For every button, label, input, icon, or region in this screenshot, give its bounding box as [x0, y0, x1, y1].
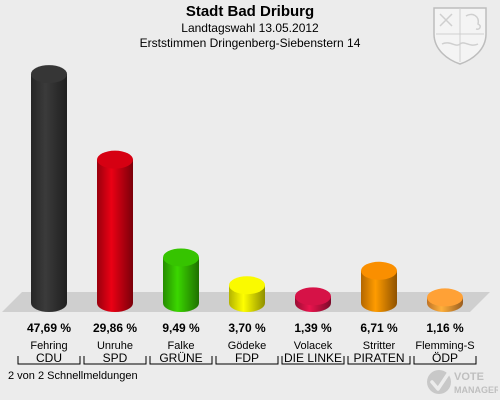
bar-top: [229, 276, 265, 295]
vote-manager-logo: VOTE MANAGER: [427, 370, 498, 395]
vote-manager-check-icon: [427, 370, 451, 394]
election-date-line: Landtagswahl 13.05.2012: [181, 21, 319, 35]
candidate-label: Unruhe: [97, 340, 133, 352]
value-label: 6,71 %: [360, 321, 398, 335]
value-label: 1,39 %: [294, 321, 332, 335]
bar-piraten: [361, 270, 397, 312]
party-label: ÖDP: [432, 351, 458, 365]
category-tick: [347, 356, 411, 365]
bar-top: [97, 150, 133, 169]
party-label: FDP: [235, 351, 259, 365]
category-tick: [413, 356, 477, 365]
district-line: Erststimmen Dringenberg-Siebenstern 14: [139, 36, 361, 50]
candidate-label: Falke: [168, 340, 195, 352]
category-tick: [215, 356, 279, 365]
bar-top: [163, 248, 199, 267]
candidate-label: Gödeke: [228, 340, 267, 352]
bar-gr-ne: [163, 257, 199, 312]
category-tick: [17, 356, 81, 365]
value-label: 47,69 %: [27, 321, 71, 335]
coat-of-arms-icon: [433, 7, 487, 65]
value-label: 1,16 %: [426, 321, 464, 335]
party-label: CDU: [36, 351, 62, 365]
bar-top: [361, 261, 397, 280]
candidate-label: Stritter: [363, 340, 396, 352]
chart-title: Stadt Bad Driburg: [185, 3, 315, 20]
bar-top: [295, 287, 331, 306]
party-label: GRÜNE: [159, 351, 202, 365]
party-label: SPD: [103, 351, 128, 365]
bar-spd: [97, 159, 133, 312]
value-label: 3,70 %: [228, 321, 266, 335]
logo-line-1: VOTE: [454, 371, 484, 383]
bar-top: [427, 288, 463, 307]
logo-line-2: MANAGER: [454, 385, 498, 395]
party-label: PIRATEN: [353, 351, 404, 365]
candidate-label: Flemming-S: [415, 340, 474, 352]
report-status: 2 von 2 Schnellmeldungen: [8, 370, 138, 382]
chart-header: Stadt Bad Driburg Landtagswahl 13.05.201…: [0, 3, 500, 51]
party-label: DIE LINKE: [284, 351, 342, 365]
value-label: 9,49 %: [162, 321, 200, 335]
category-tick: [149, 356, 213, 365]
candidate-label: Fehring: [30, 340, 67, 352]
value-label: 29,86 %: [93, 321, 137, 335]
category-tick: [83, 356, 147, 365]
bar-cdu: [31, 74, 67, 312]
candidate-label: Volacek: [294, 340, 333, 352]
bar-top: [31, 65, 67, 84]
category-tick: [281, 356, 345, 365]
